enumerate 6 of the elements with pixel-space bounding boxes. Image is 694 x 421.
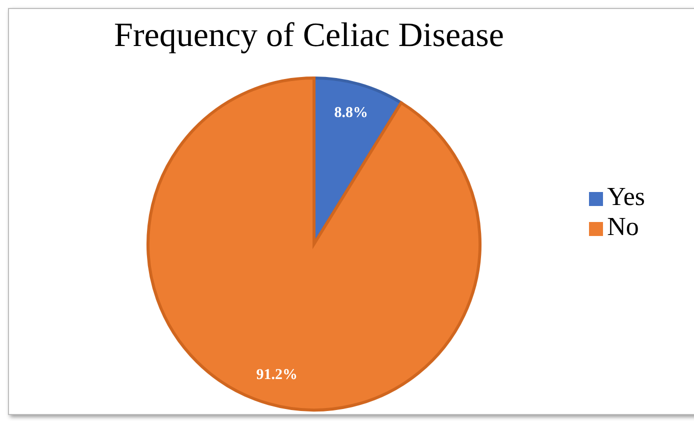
legend-label: No	[607, 212, 639, 240]
chart-title: Frequency of Celiac Disease	[113, 17, 505, 55]
data-label: 8.8%	[334, 105, 368, 122]
data-label: 91.2%	[256, 366, 298, 383]
pie-slice	[146, 76, 482, 412]
legend-label: Yes	[607, 182, 645, 210]
